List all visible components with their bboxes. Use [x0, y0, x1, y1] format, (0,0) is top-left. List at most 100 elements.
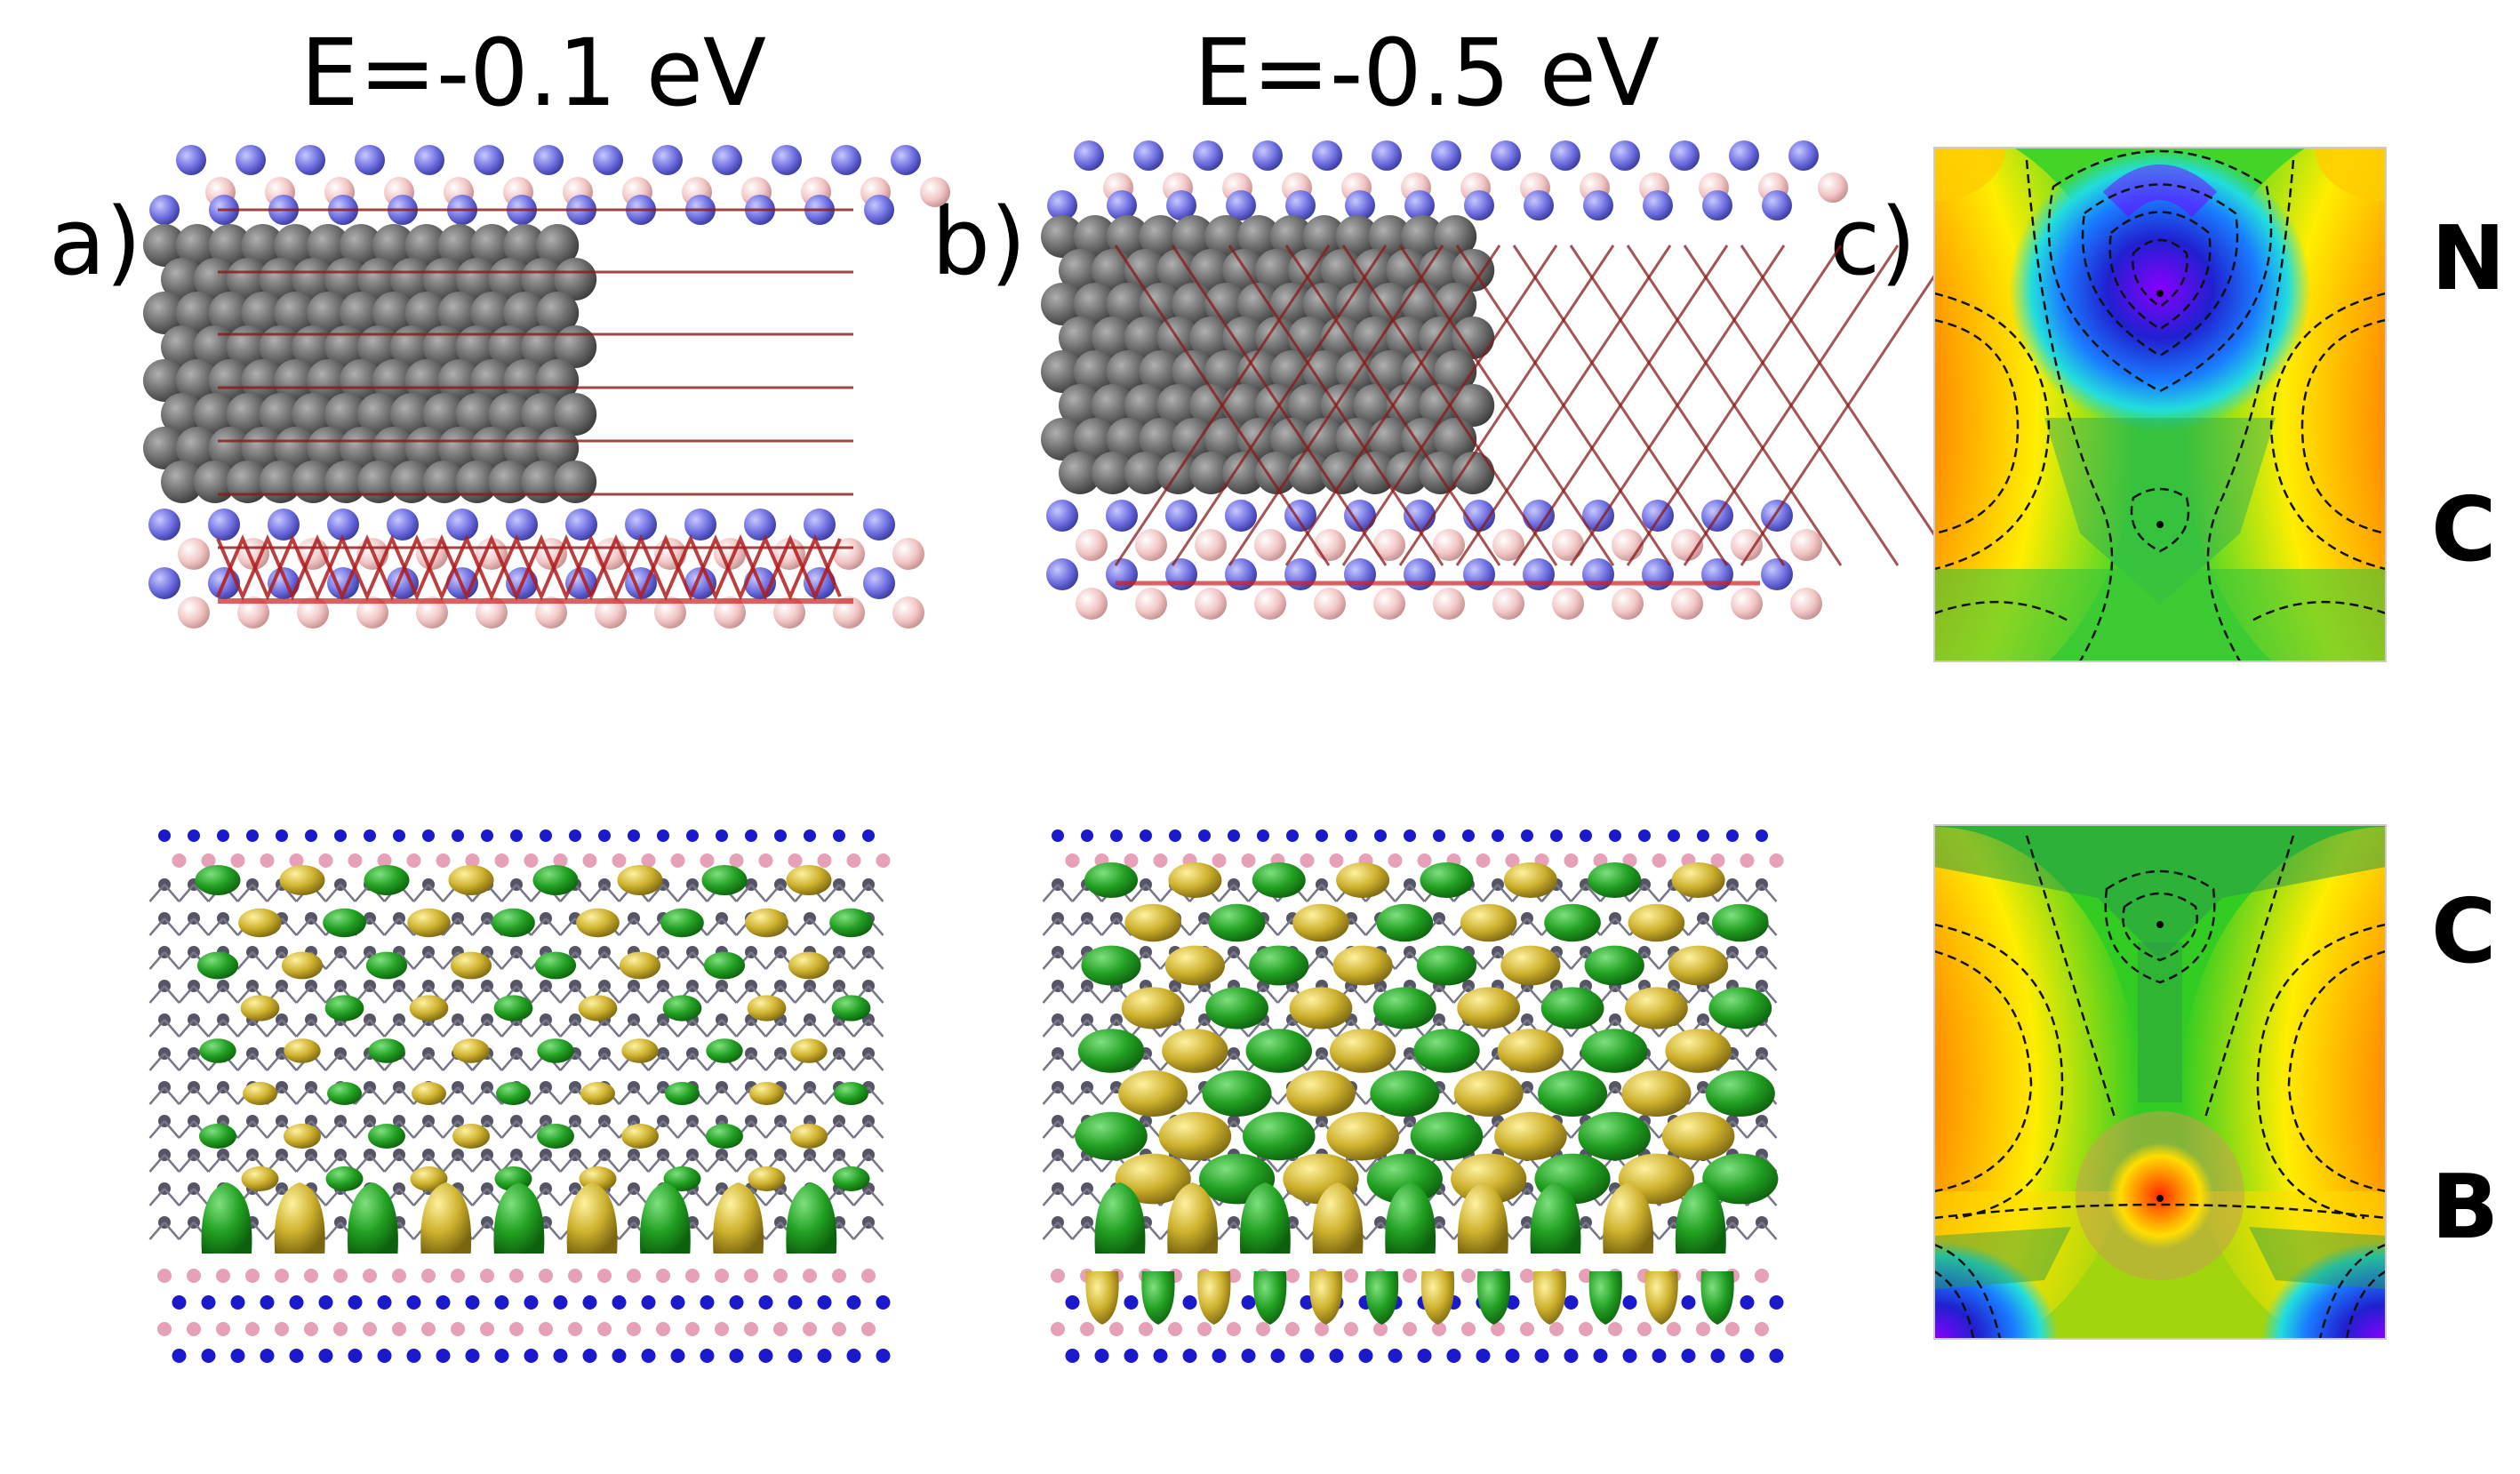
bond-line: [1398, 244, 1615, 566]
nitrogen-atom: [406, 1295, 421, 1310]
bond-line: [868, 1086, 884, 1105]
bond-line: [383, 985, 400, 1004]
nitrogen-atom: [1374, 829, 1387, 842]
bond-line: [442, 1086, 459, 1105]
bond-line: [1614, 917, 1631, 936]
bond-line: [618, 1086, 635, 1105]
bond-line: [838, 951, 855, 970]
bond-line: [1233, 951, 1250, 970]
carbon-atom: [488, 325, 532, 368]
nitrogen-atom: [1388, 1349, 1403, 1363]
nitrogen-atom: [670, 1295, 685, 1310]
orbital-lobe-positive: [701, 865, 748, 895]
nitrogen-atom: [1133, 140, 1164, 171]
nitrogen-atom: [846, 1295, 861, 1310]
boron-atom: [1168, 1322, 1182, 1336]
nitrogen-atom: [862, 829, 875, 842]
nitrogen-atom: [355, 145, 385, 175]
carbon-atom: [340, 292, 383, 334]
bond-line: [1292, 1019, 1308, 1037]
nitrogen-atom: [406, 1349, 421, 1363]
bond-line: [266, 1188, 283, 1206]
bond-line: [252, 951, 268, 970]
boron-atom: [597, 1322, 612, 1336]
nitrogen-atom: [1610, 140, 1640, 171]
carbon-atom: [357, 325, 401, 368]
orbital-lobe-negative: [241, 1166, 279, 1191]
bond-line: [604, 1120, 620, 1139]
orbital-lobe-negative: [284, 1124, 321, 1149]
nitrogen-atom: [729, 1349, 744, 1363]
bond-line: [838, 1222, 855, 1240]
carbon-atom: [1353, 249, 1396, 292]
bond-line: [735, 1053, 752, 1071]
bond-line: [1057, 1019, 1074, 1037]
panel-label-b: b): [932, 188, 1027, 296]
boron-atom: [1300, 853, 1315, 868]
orbital-lobe-negative: [279, 865, 325, 895]
carbon-atom: [470, 359, 514, 402]
boron-atom: [1608, 1322, 1622, 1336]
carbon-atom: [1434, 215, 1477, 258]
bond-line: [662, 1120, 679, 1139]
carbon-atom: [1041, 418, 1084, 461]
bond-line: [823, 985, 840, 1004]
orbital-lobe-negative: [578, 995, 618, 1021]
orbital-lobe-negative: [1158, 1111, 1232, 1161]
nitrogen-atom: [1165, 558, 1197, 590]
nitrogen-atom: [446, 509, 478, 541]
bond-line: [193, 1086, 210, 1105]
orbital-lobe-negative: [1164, 945, 1225, 986]
bond-line: [545, 1086, 562, 1105]
bond-line: [486, 1154, 503, 1173]
orbital-lobe-positive: [1372, 987, 1436, 1029]
bond-line: [1716, 884, 1733, 902]
bond-line: [633, 917, 650, 936]
carbon-atom: [437, 292, 481, 334]
bond-line: [324, 1120, 341, 1139]
bond-line: [604, 985, 620, 1004]
bond-line: [647, 1086, 664, 1105]
bond-line: [618, 1154, 635, 1173]
carbon-atom: [161, 325, 204, 368]
orbital-lobe-positive: [201, 1182, 252, 1254]
nitrogen-atom: [1505, 1349, 1520, 1363]
nitrogen-atom: [217, 829, 229, 842]
orbital-lobe-negative: [1603, 1182, 1654, 1254]
title-left: E=-0.1 eV: [300, 19, 766, 127]
bond-line: [574, 1120, 591, 1139]
boron-atom: [318, 853, 333, 868]
carbon-atom: [488, 258, 532, 300]
bond-line: [780, 1154, 796, 1173]
boron-atom: [1139, 1322, 1153, 1336]
carbon-atom: [554, 325, 597, 368]
bond-line: [1057, 884, 1074, 902]
bond-line: [193, 1188, 210, 1206]
nitrogen-atom: [276, 829, 288, 842]
boron-atom: [656, 1322, 670, 1336]
bond-line: [398, 1120, 415, 1139]
bond-line: [1761, 985, 1778, 1004]
bond-line: [383, 1019, 400, 1037]
boron-atom: [297, 597, 329, 629]
bond-line: [1042, 1019, 1059, 1037]
nitrogen-atom: [436, 1349, 451, 1363]
nitrogen-atom: [1726, 829, 1739, 842]
carbon-atom: [1059, 249, 1101, 292]
bond-line: [428, 1019, 444, 1037]
nitrogen-atom: [260, 1295, 275, 1310]
carbon-atom: [422, 393, 466, 436]
bond-line: [324, 951, 341, 970]
bond-line: [442, 985, 459, 1004]
bond-line: [500, 884, 517, 902]
bond-line: [252, 1053, 268, 1071]
carbon-atom: [307, 427, 350, 469]
bond-line: [618, 1019, 635, 1037]
bond-line: [809, 985, 826, 1004]
bond-line: [1071, 1188, 1088, 1206]
boron-atom: [553, 853, 568, 868]
bond-line: [164, 1154, 180, 1173]
bond-line: [1071, 1019, 1088, 1037]
boron-atom: [641, 853, 656, 868]
bond-line: [1482, 1053, 1499, 1071]
